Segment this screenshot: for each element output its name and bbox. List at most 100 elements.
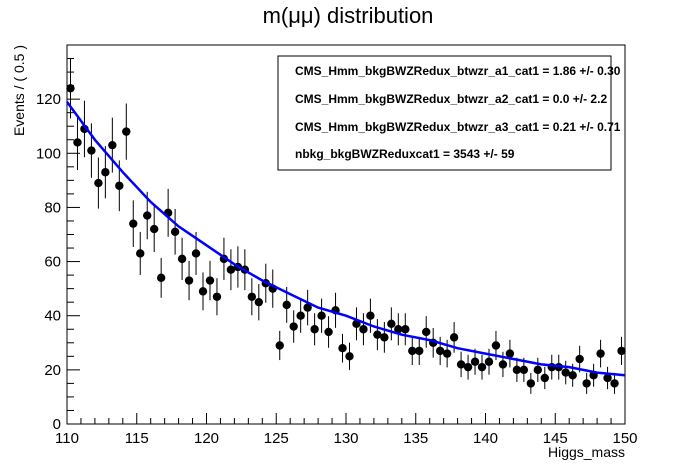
- x-tick-label: 150: [612, 430, 637, 447]
- data-point: [296, 298, 305, 333]
- data-marker: [143, 211, 152, 220]
- y-axis-label: Events / ( 0.5 ): [11, 45, 27, 136]
- data-point: [338, 333, 347, 363]
- data-marker: [610, 379, 619, 388]
- legend-entry-nbkg: nbkg_bkgBWZReduxcat1 = 3543 +/- 59: [295, 147, 515, 161]
- data-point: [387, 307, 396, 341]
- data-marker: [205, 276, 215, 285]
- data-point: [603, 366, 612, 390]
- data-point: [456, 351, 466, 378]
- data-marker: [324, 327, 333, 337]
- data-marker: [373, 330, 382, 339]
- data-point: [303, 289, 312, 326]
- data-point: [129, 200, 138, 247]
- data-point: [505, 339, 515, 368]
- data-point: [401, 313, 410, 346]
- data-point: [435, 336, 445, 365]
- data-marker: [415, 346, 424, 356]
- data-point: [87, 123, 96, 178]
- data-marker: [359, 325, 368, 334]
- x-tick-label: 130: [333, 430, 358, 447]
- data-marker: [198, 287, 208, 296]
- x-tick-label: 120: [194, 430, 219, 447]
- data-marker: [310, 325, 319, 334]
- data-marker: [338, 344, 347, 353]
- x-tick-label: 135: [403, 430, 428, 447]
- data-point: [136, 231, 145, 275]
- data-point: [108, 117, 117, 173]
- data-marker: [498, 360, 508, 369]
- data-marker: [122, 127, 131, 136]
- data-point: [540, 366, 549, 390]
- data-point: [380, 322, 389, 353]
- legend-box: [277, 55, 612, 171]
- data-marker: [540, 373, 549, 383]
- x-tick-label: 145: [543, 430, 568, 447]
- data-marker: [191, 249, 201, 258]
- data-point: [610, 372, 619, 394]
- data-point: [617, 336, 626, 365]
- y-tick-label: 20: [44, 362, 61, 379]
- data-marker: [456, 360, 466, 369]
- data-point: [352, 307, 361, 341]
- data-point: [247, 278, 257, 316]
- data-marker: [289, 322, 298, 331]
- data-point: [198, 272, 208, 311]
- data-marker: [387, 319, 396, 329]
- data-point: [463, 354, 473, 380]
- data-point: [422, 316, 431, 348]
- y-tick-label: 100: [36, 145, 61, 162]
- x-tick-label: 110: [55, 430, 79, 447]
- data-point: [177, 237, 187, 281]
- data-point: [366, 298, 375, 333]
- data-marker: [526, 379, 536, 388]
- data-marker: [491, 341, 501, 350]
- data-marker: [275, 341, 284, 350]
- y-tick-label: 40: [44, 308, 61, 325]
- data-marker: [435, 346, 445, 356]
- data-point: [373, 319, 382, 351]
- data-point: [156, 257, 166, 298]
- data-point: [149, 206, 159, 253]
- data-marker: [422, 327, 431, 337]
- data-point: [331, 292, 340, 328]
- data-marker: [519, 365, 529, 375]
- data-marker: [94, 178, 103, 188]
- data-marker: [408, 346, 417, 356]
- data-point: [512, 357, 522, 382]
- data-marker: [101, 168, 110, 177]
- x-tick-label: 115: [125, 430, 149, 447]
- data-marker: [596, 349, 605, 358]
- data-marker: [394, 325, 403, 334]
- data-point: [394, 313, 403, 346]
- y-tick-label: 120: [36, 91, 61, 108]
- data-point: [184, 260, 194, 301]
- data-point: [561, 360, 570, 385]
- data-marker: [463, 362, 473, 372]
- data-point: [526, 372, 536, 394]
- data-marker: [442, 349, 452, 358]
- legend-entry-a3: CMS_Hmm_bkgBWZRedux_btwzr_a3_cat1 = 0.21…: [295, 120, 621, 134]
- data-marker: [303, 303, 312, 312]
- data-point: [170, 208, 180, 255]
- data-marker: [282, 300, 291, 310]
- data-point: [122, 103, 131, 160]
- legend-entry-a1: CMS_Hmm_bkgBWZRedux_btwzr_a1_cat1 = 1.86…: [295, 64, 621, 78]
- data-point: [226, 249, 236, 291]
- data-point: [533, 357, 543, 382]
- data-point: [470, 348, 480, 375]
- data-point: [212, 278, 222, 316]
- data-marker: [156, 273, 166, 283]
- data-point: [477, 354, 487, 380]
- data-point: [345, 342, 354, 370]
- legend-entry-a2: CMS_Hmm_bkgBWZRedux_btwzr_a2_cat1 = 0.0 …: [295, 92, 607, 106]
- data-point: [359, 313, 368, 346]
- y-tick-label: 80: [44, 199, 61, 216]
- data-marker: [582, 379, 591, 388]
- chart-title: m(μμ) distribution: [263, 3, 434, 28]
- x-axis-label: Higgs_mass: [548, 444, 625, 460]
- data-point: [575, 345, 584, 373]
- data-point: [310, 313, 319, 346]
- data-marker: [226, 265, 236, 274]
